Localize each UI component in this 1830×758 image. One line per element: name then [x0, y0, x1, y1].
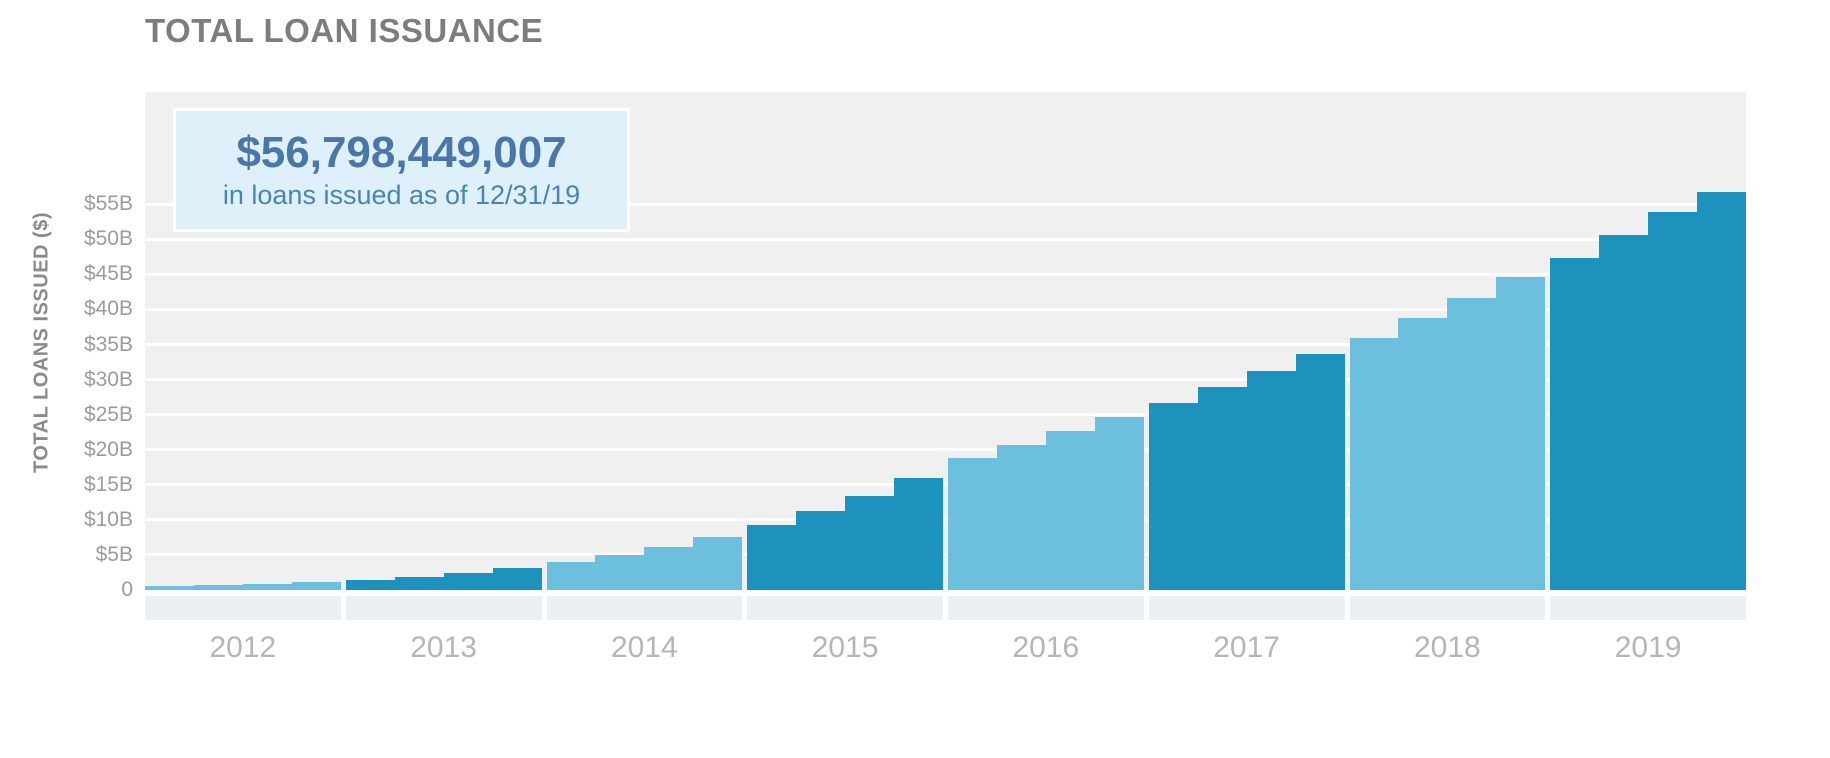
year-label-2014: 2014: [611, 631, 678, 664]
y-axis-title: TOTAL LOANS ISSUED ($): [30, 211, 53, 474]
grid-line-40b: [145, 307, 1746, 311]
bar-2016-q3[interactable]: [1045, 430, 1095, 590]
year-group-2016: [948, 92, 1144, 590]
bar-2017-q1[interactable]: [1148, 403, 1198, 590]
axis-band-2017: [1148, 596, 1345, 620]
year-group-2014: [546, 92, 743, 590]
grid-line-15b: [145, 483, 1746, 487]
bar-2016-q1[interactable]: [948, 458, 997, 590]
bar-2018-q2[interactable]: [1398, 317, 1448, 590]
year-label-2013: 2013: [410, 631, 477, 664]
year-group-2015: [747, 92, 943, 590]
bar-2019-q2[interactable]: [1599, 235, 1649, 590]
year-label-2018: 2018: [1414, 631, 1481, 664]
y-tick-label-30b: $30B: [83, 367, 133, 391]
y-tick-label-40b: $40B: [83, 297, 133, 321]
bar-2013-q2[interactable]: [394, 577, 444, 590]
grid-line-10b: [145, 518, 1746, 522]
bar-2014-q3[interactable]: [644, 546, 694, 590]
bar-2012-q4[interactable]: [291, 582, 341, 590]
bars-container: [145, 92, 1746, 590]
bar-2015-q3[interactable]: [845, 496, 895, 590]
y-tick-label-10b: $10B: [83, 507, 133, 531]
y-tick-label-35b: $35B: [83, 332, 133, 356]
bar-2016-q4[interactable]: [1094, 417, 1144, 590]
bar-2019-q4[interactable]: [1697, 191, 1746, 590]
bar-2013-q3[interactable]: [443, 573, 493, 590]
grid-line-25b: [145, 413, 1746, 417]
page-title: TOTAL LOAN ISSUANCE: [145, 12, 544, 49]
year-group-2018: [1349, 92, 1546, 590]
year-label-2012: 2012: [209, 631, 277, 664]
bar-2018-q1[interactable]: [1349, 338, 1399, 590]
grid-line-35b: [145, 343, 1746, 347]
grid-line-30b: [145, 378, 1746, 382]
year-group-2019: [1550, 92, 1746, 590]
year-label-2016: 2016: [1012, 631, 1080, 664]
grid-line-50b: [145, 237, 1746, 241]
bar-2018-q3[interactable]: [1447, 297, 1497, 590]
bar-2014-q2[interactable]: [595, 554, 645, 590]
year-group-2013: [345, 92, 542, 590]
bar-2015-q1[interactable]: [747, 524, 797, 590]
x-axis-band-row: [145, 596, 1746, 620]
bar-2014-q4[interactable]: [693, 536, 743, 590]
axis-band-2013: [345, 596, 542, 620]
bar-2016-q2[interactable]: [996, 444, 1046, 590]
y-tick-label-25b: $25B: [83, 402, 133, 426]
y-tick-label-0b: 0: [121, 578, 133, 601]
year-label-2017: 2017: [1213, 631, 1280, 664]
bar-2014-q1[interactable]: [546, 561, 596, 590]
bar-2012-q1[interactable]: [145, 585, 194, 590]
axis-band-2016: [948, 596, 1144, 620]
y-tick-label-45b: $45B: [83, 262, 133, 286]
bar-2012-q2[interactable]: [193, 585, 243, 590]
bar-2013-q1[interactable]: [345, 580, 395, 590]
year-group-2017: [1148, 92, 1345, 590]
bar-2017-q2[interactable]: [1197, 387, 1247, 590]
total-issuance-caption: in loans issued as of 12/31/19: [222, 180, 581, 210]
axis-band-2018: [1349, 596, 1546, 620]
total-issuance-callout: $56,798,449,007 in loans issued as of 12…: [173, 108, 630, 232]
y-tick-label-20b: $20B: [83, 437, 133, 461]
bar-2017-q4[interactable]: [1295, 353, 1345, 590]
axis-band-2019: [1550, 596, 1746, 620]
bar-2017-q3[interactable]: [1246, 371, 1296, 590]
y-tick-label-50b: $50B: [83, 227, 133, 251]
axis-band-2012: [145, 596, 341, 620]
bar-2015-q2[interactable]: [796, 511, 846, 590]
year-group-2012: [145, 92, 341, 590]
bar-2012-q3[interactable]: [242, 583, 292, 590]
x-axis-year-labels: 2012 2013 2014 2015 2016 2017 2018 2019: [145, 631, 1746, 665]
grid-line-55b: [145, 202, 1746, 206]
grid-line-45b: [145, 272, 1746, 276]
y-tick-label-55b: $55B: [83, 192, 133, 216]
bar-2015-q4[interactable]: [894, 477, 943, 590]
year-label-2019: 2019: [1614, 631, 1682, 664]
grid-line-20b: [145, 448, 1746, 452]
bar-2019-q1[interactable]: [1550, 257, 1600, 590]
y-tick-label-15b: $15B: [83, 472, 133, 496]
grid-line-5b: [145, 553, 1746, 557]
bar-2013-q4[interactable]: [492, 568, 542, 590]
axis-band-2014: [546, 596, 743, 620]
bar-2018-q4[interactable]: [1496, 277, 1546, 590]
total-issuance-value: $56,798,449,007: [236, 128, 567, 177]
bar-2019-q3[interactable]: [1648, 211, 1698, 590]
y-tick-label-5b: $5B: [95, 542, 133, 566]
axis-band-2015: [747, 596, 943, 620]
year-label-2015: 2015: [811, 631, 879, 664]
